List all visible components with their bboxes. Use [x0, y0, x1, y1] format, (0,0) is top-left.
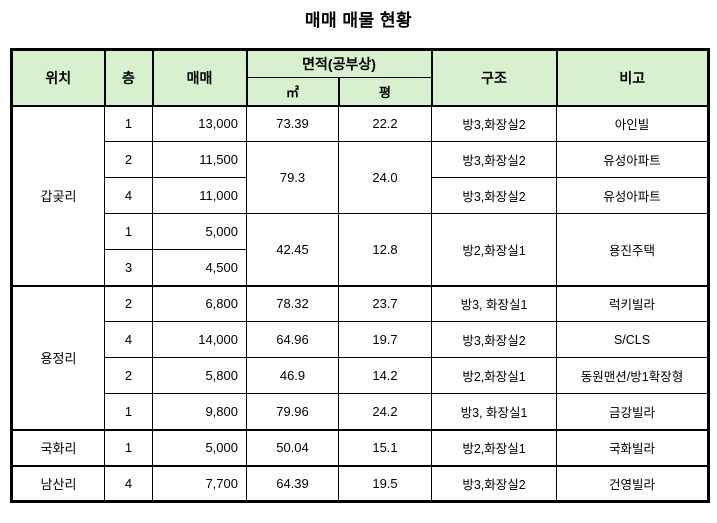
- col-header-area-group: 면적(공부상): [245, 48, 433, 78]
- cell-floor: 4: [104, 321, 153, 358]
- table-body: 갑곶리 1 13,000 73.39 22.2 방3,화장실2 아인빌 2 11…: [11, 104, 710, 502]
- cell-floor: 4: [104, 464, 153, 502]
- cell-floor: 4: [104, 177, 153, 214]
- cell-note: 용진주택: [556, 213, 710, 286]
- cell-area-pyeong: 23.7: [337, 284, 433, 322]
- cell-area-pyeong: 19.7: [337, 321, 433, 358]
- table-row: 갑곶리 1 13,000 73.39 22.2 방3,화장실2 아인빌: [11, 104, 710, 286]
- cell-price: 6,800: [152, 284, 247, 322]
- table-header: 위치 층 매매 면적(공부상) 구조 비고 ㎡ 평: [10, 48, 710, 107]
- cell-structure: 방2,화장실1: [431, 428, 558, 466]
- cell-note: 유성아파트: [556, 177, 710, 214]
- cell-structure: 방3, 화장실1: [431, 284, 558, 322]
- cell-price: 14,000: [152, 321, 247, 358]
- cell-note: 건영빌라: [556, 464, 710, 502]
- cell-floor: 2: [104, 357, 153, 394]
- table-row: 2 5,800 46.9 14.2 방2,화장실1 동원맨션/방1확장형: [12, 357, 710, 394]
- table-row: 1 5,000 42.45 12.8 방2,화장실1 용진주택: [12, 213, 710, 286]
- cell-price: 13,000: [152, 104, 247, 142]
- cell-price: 5,000: [152, 213, 247, 250]
- table-row: 4 11,000 방3,화장실2 유성아파트: [12, 177, 710, 214]
- cell-note: 럭키빌라: [556, 284, 710, 322]
- cell-area-m2: 79.3: [246, 141, 339, 214]
- header-row-2: ㎡ 평: [12, 77, 709, 107]
- cell-area-pyeong: 15.1: [337, 428, 433, 466]
- cell-structure: 방3,화장실2: [431, 177, 558, 214]
- cell-location: 용정리: [11, 284, 105, 430]
- cell-price: 9,800: [152, 393, 247, 430]
- listings-table: 위치 층 매매 면적(공부상) 구조 비고 ㎡ 평 갑곶리 1 13,000 7…: [10, 48, 711, 503]
- table-row: 국화리 1 5,000 50.04 15.1 방2,화장실1 국화빌라: [11, 428, 710, 466]
- col-header-area-pyeong: 평: [337, 77, 433, 107]
- cell-area-m2: 64.96: [246, 321, 339, 358]
- col-header-location: 위치: [10, 48, 106, 107]
- col-header-price: 매매: [151, 48, 248, 107]
- cell-floor: 3: [104, 249, 153, 286]
- table-row: 용정리 2 6,800 78.32 23.7 방3, 화장실1 럭키빌라: [11, 284, 710, 430]
- cell-floor: 1: [104, 393, 153, 430]
- cell-note: 동원맨션/방1확장형: [556, 357, 710, 394]
- cell-floor: 1: [104, 428, 153, 466]
- cell-area-pyeong: 12.8: [337, 213, 433, 286]
- cell-floor: 1: [104, 213, 153, 250]
- cell-floor: 1: [104, 104, 153, 142]
- cell-area-pyeong: 24.0: [337, 141, 433, 214]
- cell-structure: 방3,화장실2: [431, 104, 558, 142]
- cell-area-m2: 79.96: [246, 393, 339, 430]
- col-header-area-m2: ㎡: [245, 77, 340, 107]
- table-row: 2 11,500 79.3 24.0 방3,화장실2 유성아파트: [12, 141, 710, 214]
- page-title: 매매 매물 현황: [304, 11, 413, 30]
- cell-floor: 2: [104, 284, 153, 322]
- cell-floor: 2: [104, 141, 153, 178]
- cell-structure: 방3, 화장실1: [431, 393, 558, 430]
- cell-location: 남산리: [11, 464, 105, 502]
- cell-area-m2: 78.32: [246, 284, 339, 322]
- cell-price: 11,000: [152, 177, 247, 214]
- cell-structure: 방3,화장실2: [431, 464, 558, 502]
- table-row: 1 9,800 79.96 24.2 방3, 화장실1 금강빌라: [12, 393, 710, 430]
- cell-area-m2: 64.39: [246, 464, 339, 502]
- cell-location: 국화리: [11, 428, 105, 466]
- cell-price: 11,500: [152, 141, 247, 178]
- cell-area-m2: 73.39: [246, 104, 339, 142]
- cell-structure: 방3,화장실2: [431, 321, 558, 358]
- cell-structure: 방2,화장실1: [431, 357, 558, 394]
- cell-area-pyeong: 24.2: [337, 393, 433, 430]
- cell-area-pyeong: 22.2: [337, 104, 433, 142]
- cell-note: 국화빌라: [556, 428, 710, 466]
- col-header-floor: 층: [103, 48, 154, 107]
- cell-area-m2: 46.9: [246, 357, 339, 394]
- cell-structure: 방2,화장실1: [431, 213, 558, 286]
- cell-note: 아인빌: [556, 104, 710, 142]
- cell-area-pyeong: 14.2: [337, 357, 433, 394]
- header-row-1: 위치 층 매매 면적(공부상) 구조 비고: [10, 48, 710, 107]
- cell-area-m2: 50.04: [246, 428, 339, 466]
- col-header-note: 비고: [555, 48, 710, 107]
- cell-location: 갑곶리: [11, 104, 105, 286]
- col-header-structure: 구조: [430, 48, 558, 107]
- table-row: 남산리 4 7,700 64.39 19.5 방3,화장실2 건영빌라: [11, 464, 710, 502]
- cell-structure: 방3,화장실2: [431, 141, 558, 178]
- cell-area-m2: 42.45: [246, 213, 339, 286]
- cell-price: 4,500: [152, 249, 247, 286]
- cell-note: 금강빌라: [556, 393, 710, 430]
- cell-price: 7,700: [152, 464, 247, 502]
- cell-note: 유성아파트: [556, 141, 710, 178]
- cell-area-pyeong: 19.5: [337, 464, 433, 502]
- cell-price: 5,000: [152, 428, 247, 466]
- table-row: 4 14,000 64.96 19.7 방3,화장실2 S/CLS: [12, 321, 710, 358]
- cell-price: 5,800: [152, 357, 247, 394]
- cell-note: S/CLS: [556, 321, 710, 358]
